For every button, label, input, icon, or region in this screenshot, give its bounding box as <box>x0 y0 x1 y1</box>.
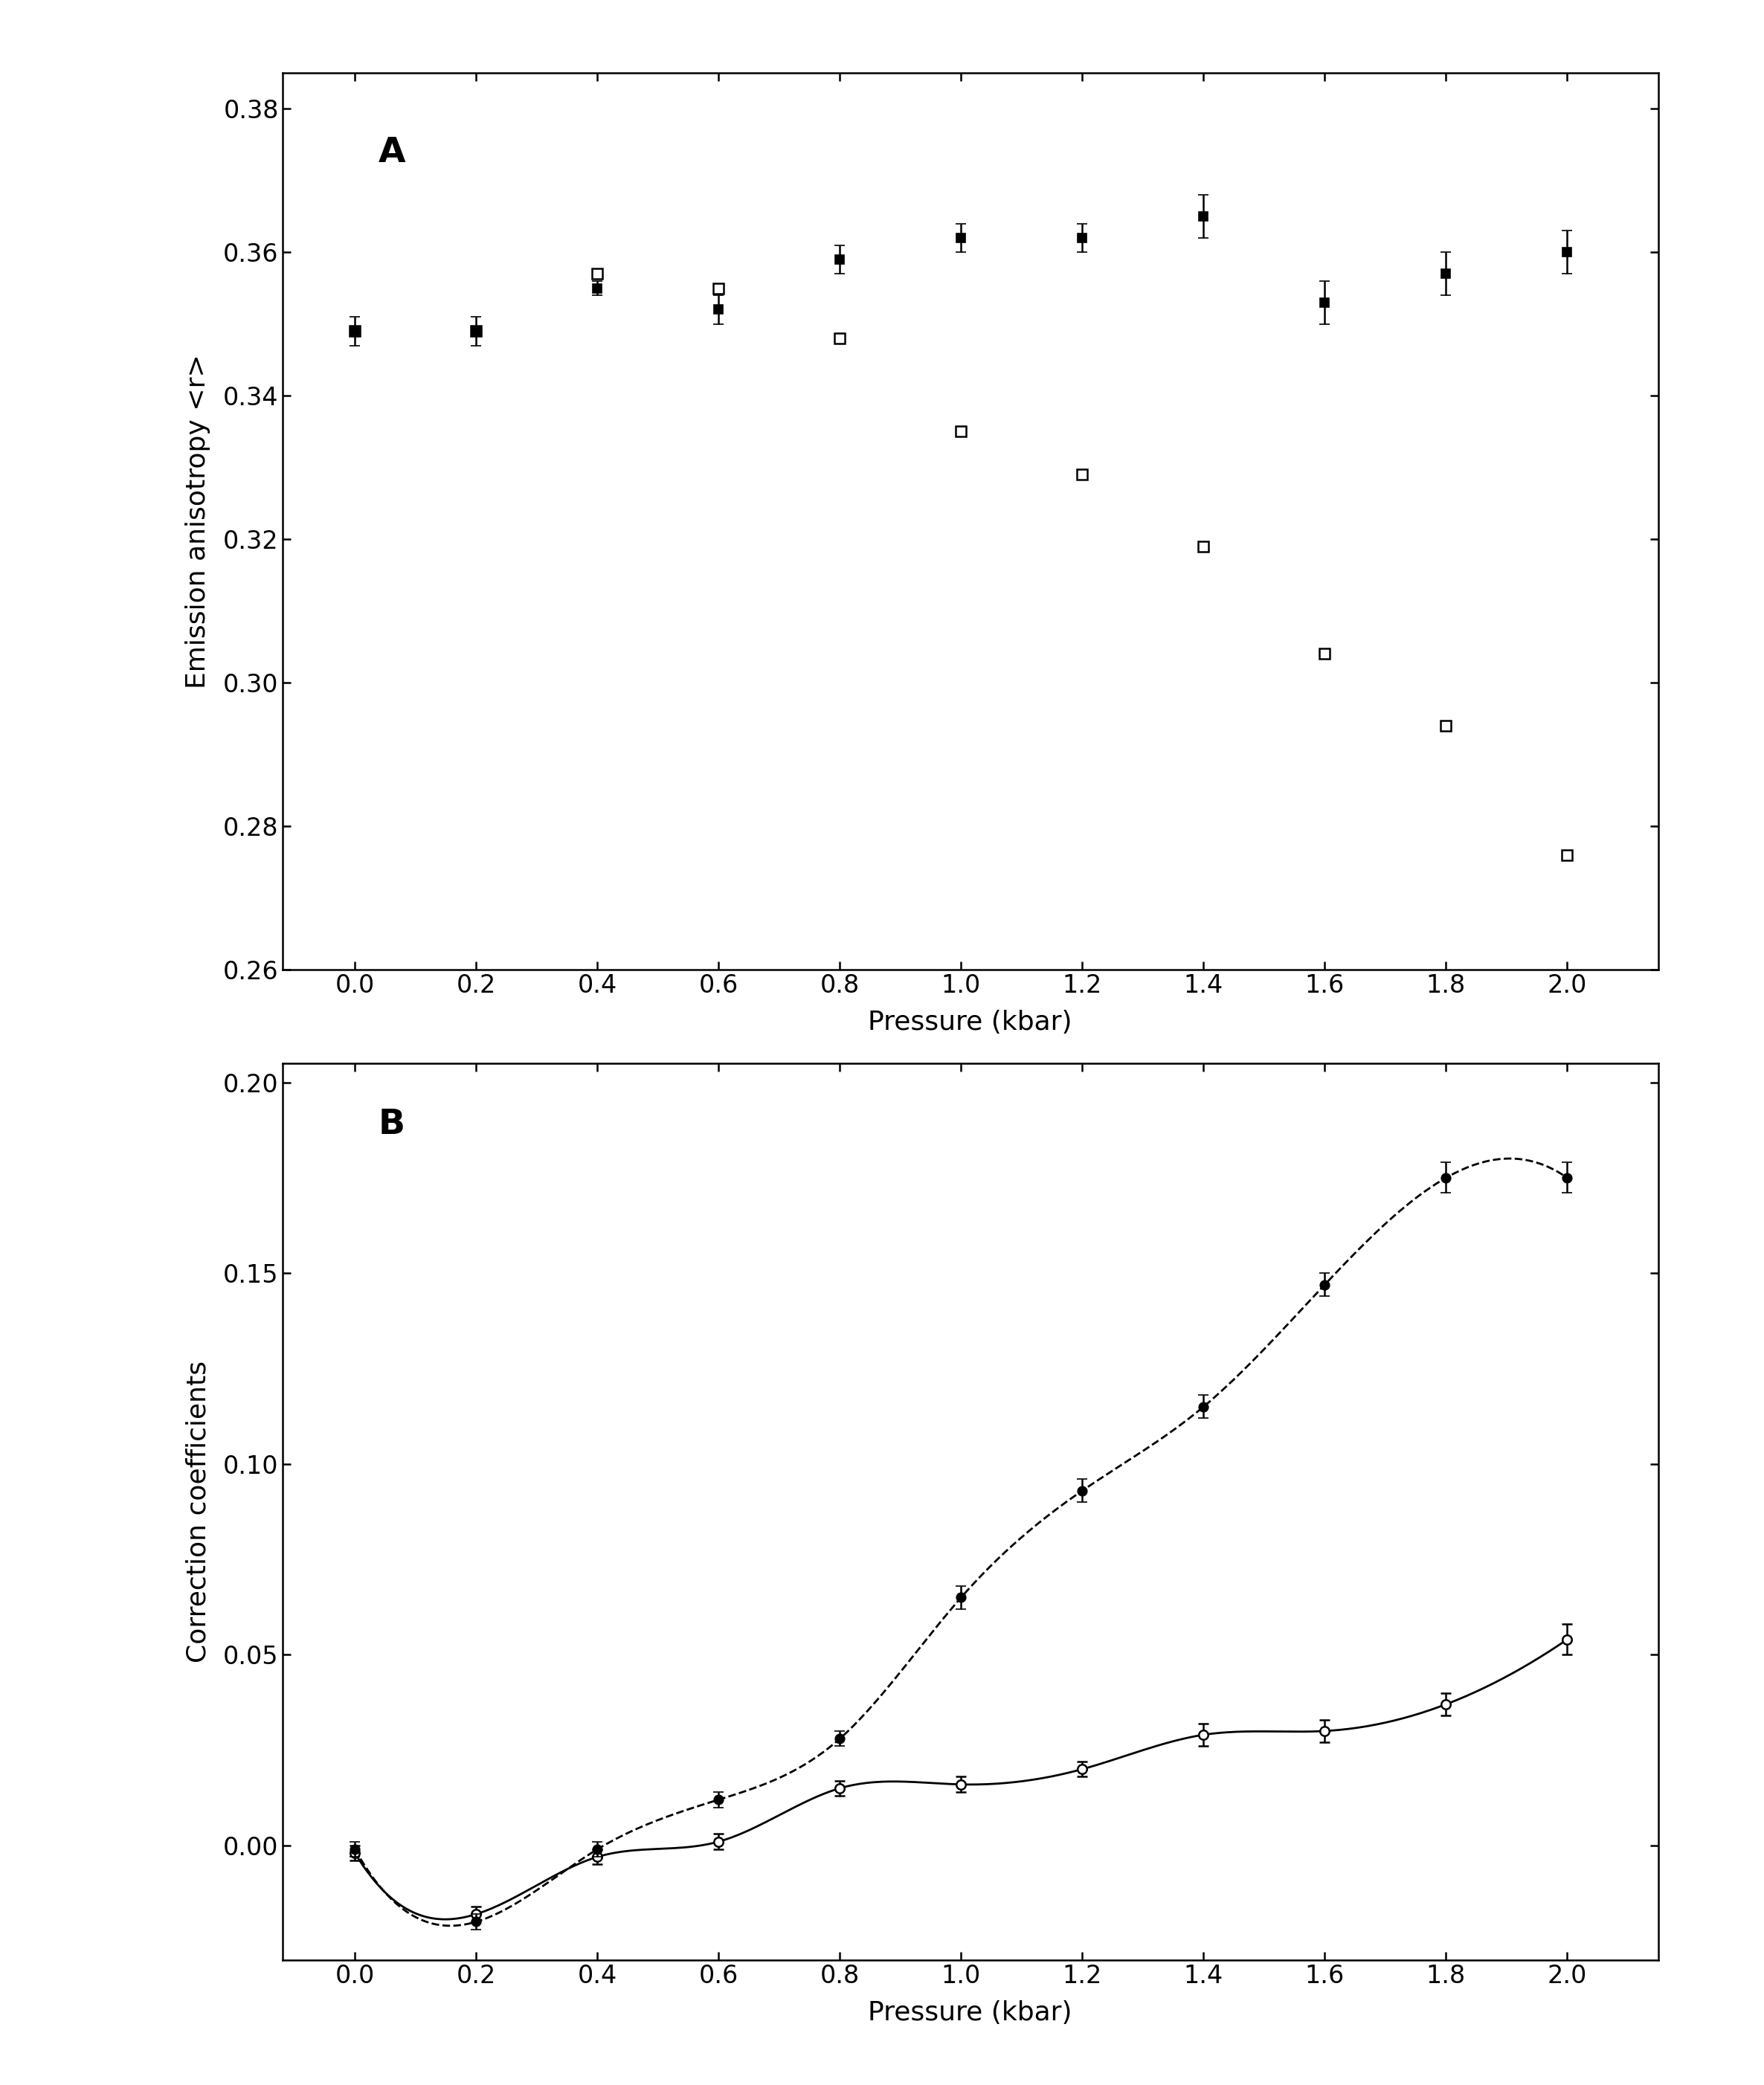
X-axis label: Pressure (kbar): Pressure (kbar) <box>868 2000 1073 2027</box>
X-axis label: Pressure (kbar): Pressure (kbar) <box>868 1009 1073 1036</box>
Text: A: A <box>379 136 406 169</box>
Y-axis label: Emission anisotropy <r>: Emission anisotropy <r> <box>185 354 210 688</box>
Y-axis label: Correction coefficients: Correction coefficients <box>185 1362 210 1662</box>
Text: B: B <box>379 1109 406 1143</box>
